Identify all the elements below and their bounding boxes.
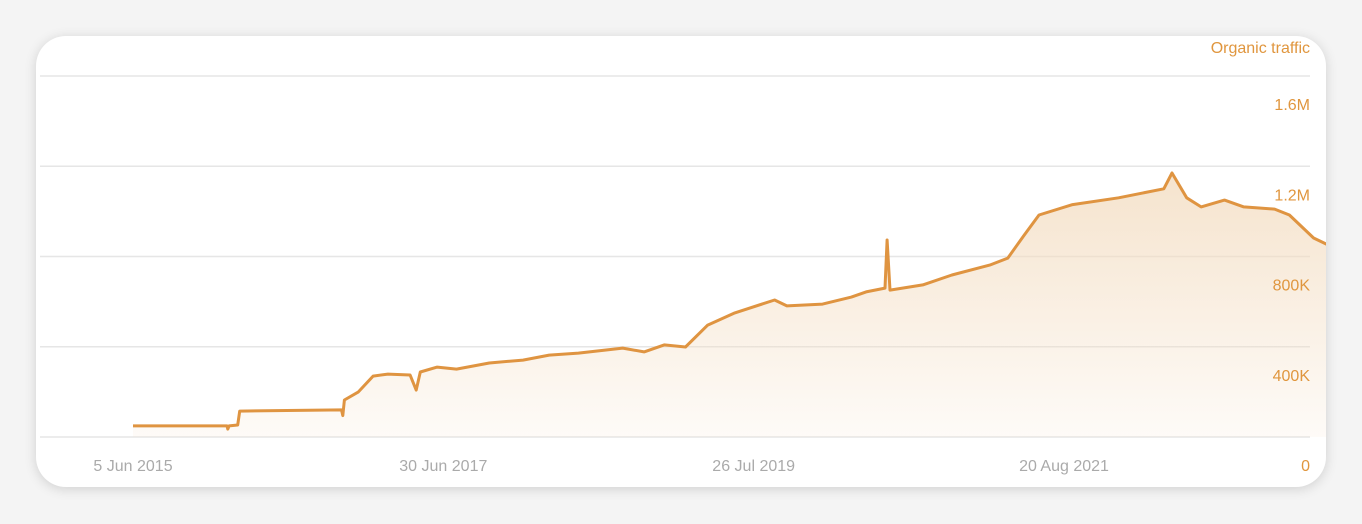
organic-traffic-chart: Organic traffic 0 400K 800K 1.2M 1.6M 5 Jun 2… <box>40 40 1326 475</box>
y-tick-label: 1.6M <box>1274 97 1310 114</box>
y-tick-label: 0 <box>1301 458 1310 475</box>
legend-label: Organic traffic <box>1211 40 1310 57</box>
y-tick-label: 400K <box>1273 368 1311 385</box>
x-tick-label: 26 Jul 2019 <box>712 458 795 475</box>
area-fill <box>133 173 1326 437</box>
y-tick-label: 800K <box>1273 278 1311 295</box>
x-tick-label: 5 Jun 2015 <box>93 458 172 475</box>
y-tick-label: 1.2M <box>1274 187 1310 204</box>
chart-card: Organic traffic 0 400K 800K 1.2M 1.6M 5 Jun 2… <box>36 36 1326 487</box>
x-tick-label: 30 Jun 2017 <box>399 458 487 475</box>
x-tick-label: 20 Aug 2021 <box>1019 458 1109 475</box>
